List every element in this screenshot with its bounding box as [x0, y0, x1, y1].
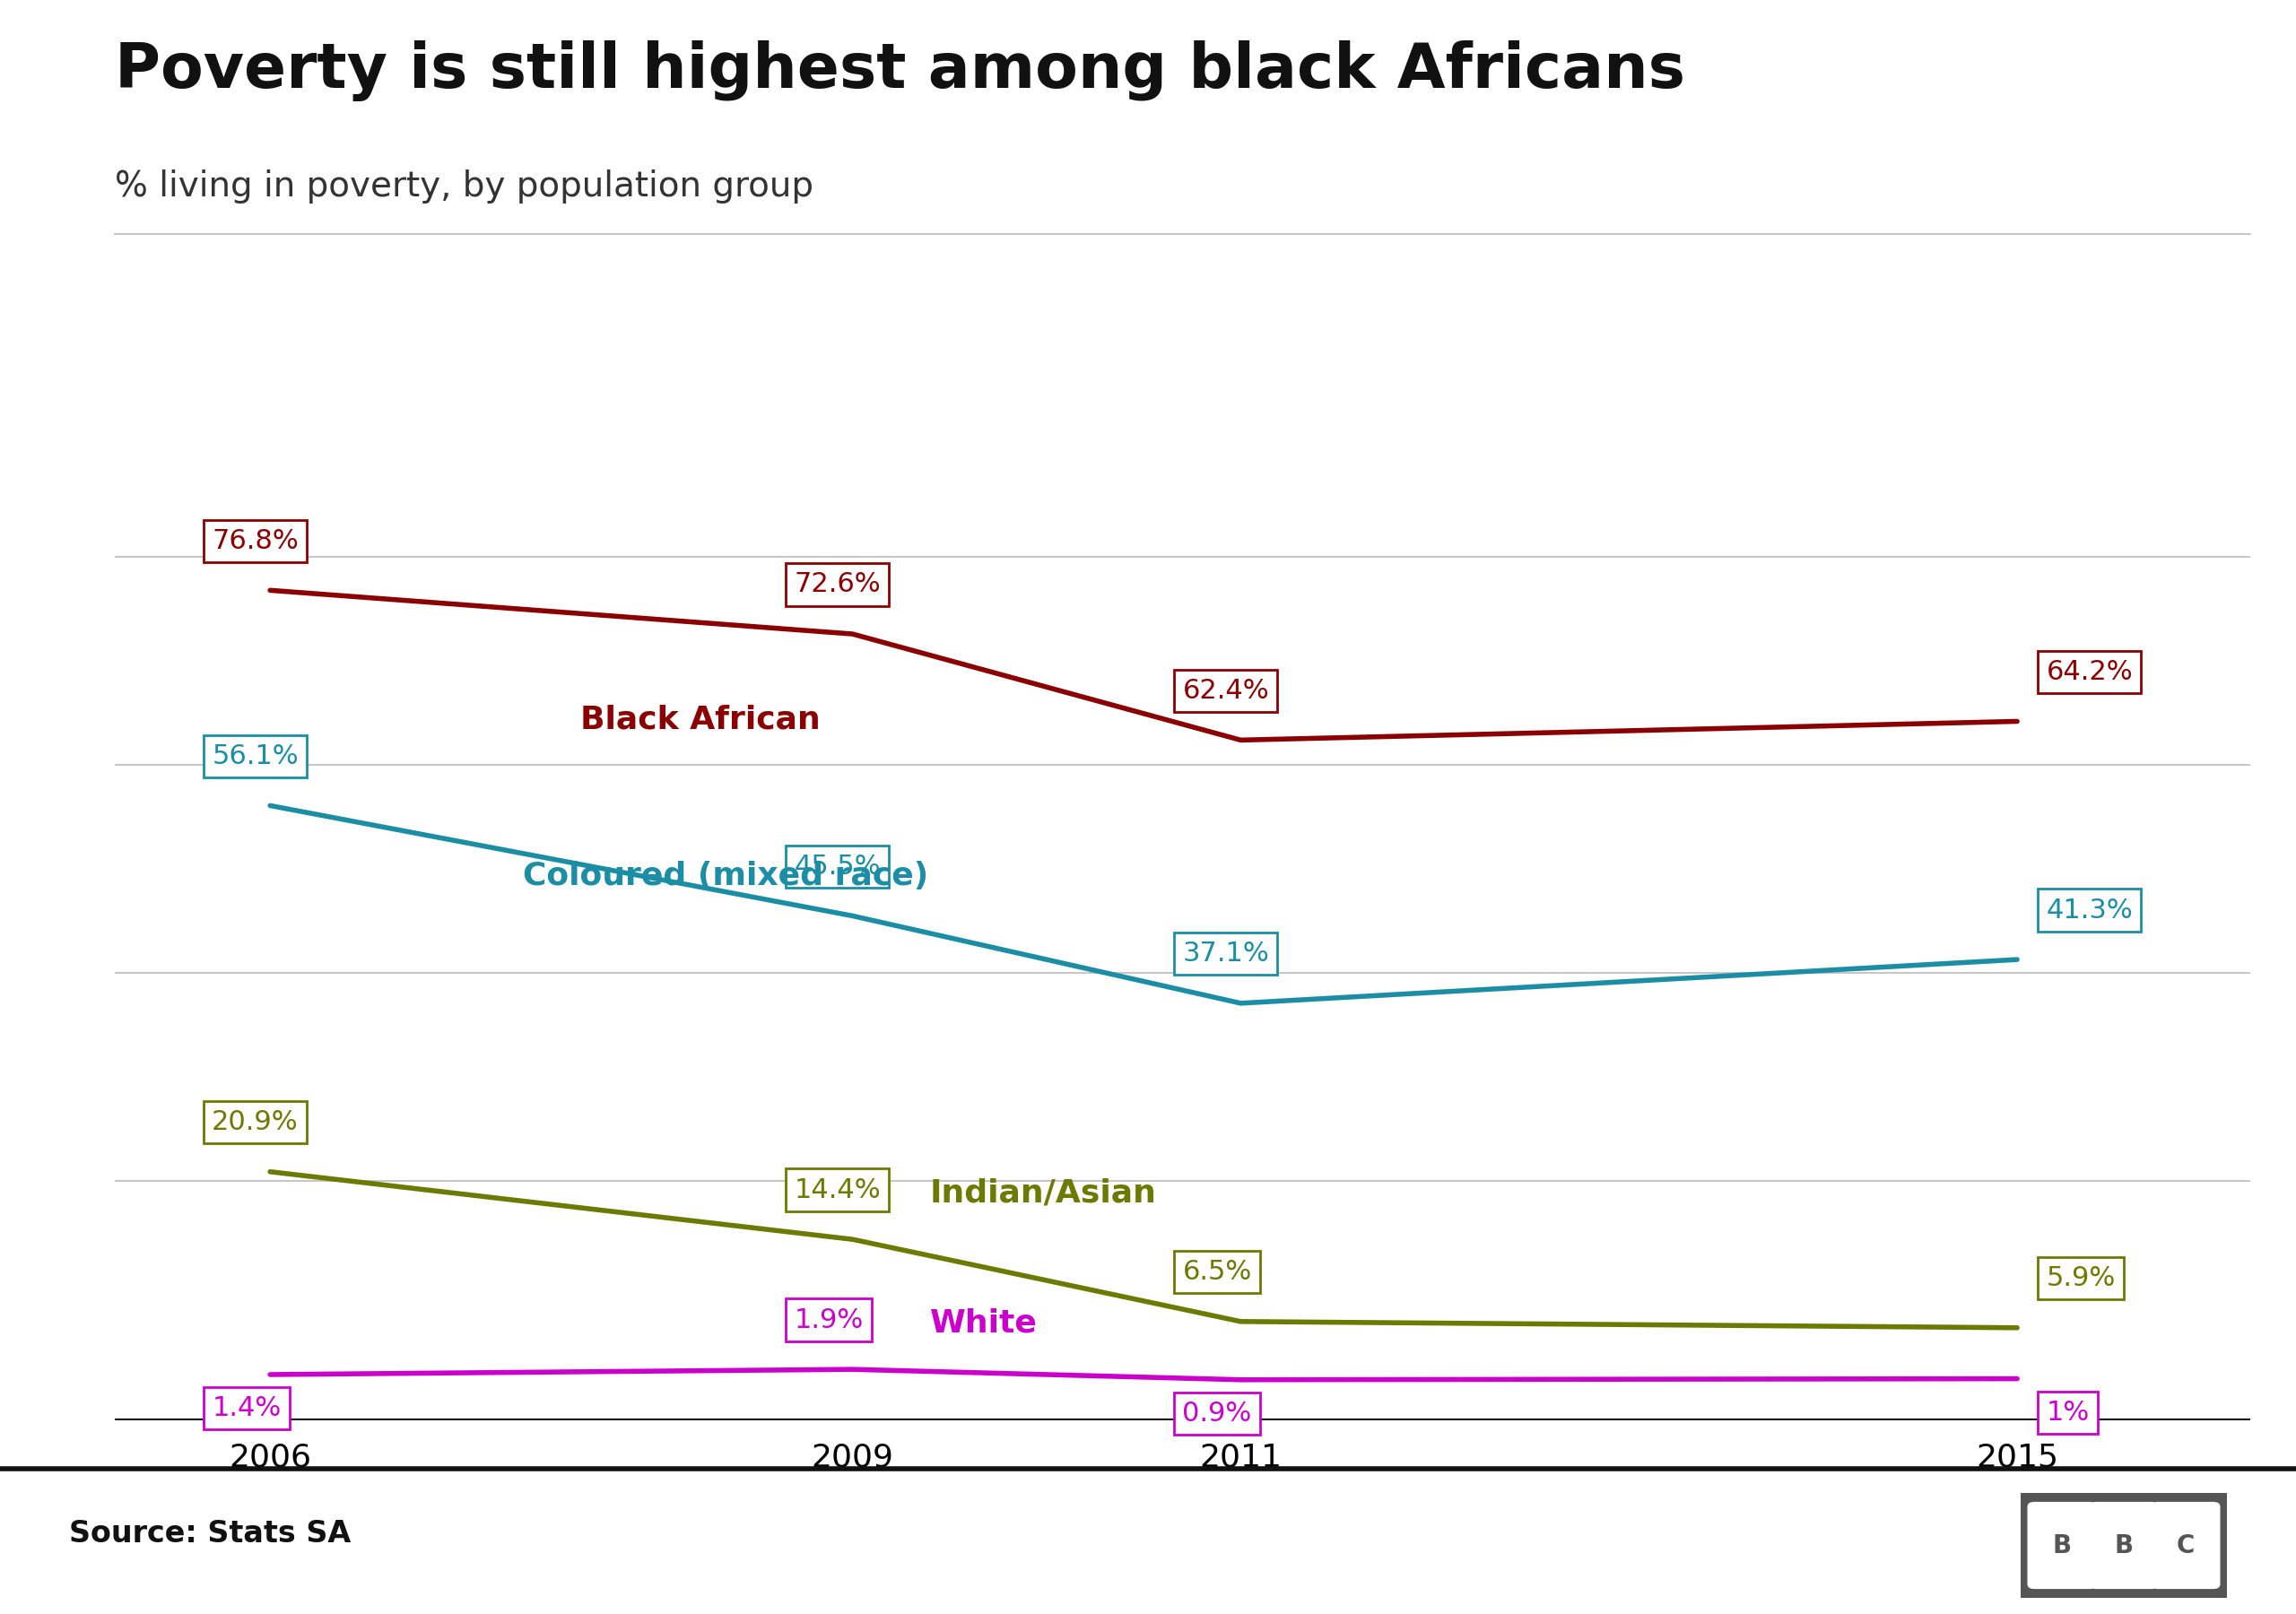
Text: 5.9%: 5.9% — [2046, 1265, 2115, 1291]
Text: Coloured (mixed race): Coloured (mixed race) — [523, 860, 928, 891]
Text: 1.9%: 1.9% — [794, 1307, 863, 1333]
Text: 1%: 1% — [2046, 1399, 2089, 1425]
Text: 56.1%: 56.1% — [211, 742, 298, 770]
Text: % living in poverty, by population group: % living in poverty, by population group — [115, 169, 813, 203]
Text: 0.9%: 0.9% — [1182, 1401, 1251, 1427]
Text: B: B — [2053, 1533, 2071, 1558]
Text: 62.4%: 62.4% — [1182, 678, 1270, 704]
Text: 1.4%: 1.4% — [211, 1396, 280, 1422]
Text: 76.8%: 76.8% — [211, 528, 298, 554]
Text: B: B — [2115, 1533, 2133, 1558]
Text: 37.1%: 37.1% — [1182, 941, 1270, 967]
Text: Poverty is still highest among black Africans: Poverty is still highest among black Afr… — [115, 40, 1685, 102]
Text: Source: Stats SA: Source: Stats SA — [69, 1519, 351, 1548]
Text: 45.5%: 45.5% — [794, 854, 882, 880]
Text: White: White — [930, 1307, 1038, 1338]
Text: 6.5%: 6.5% — [1182, 1259, 1251, 1285]
Text: 20.9%: 20.9% — [211, 1109, 298, 1135]
Text: C: C — [2177, 1533, 2195, 1558]
Text: 14.4%: 14.4% — [794, 1177, 882, 1202]
Text: 64.2%: 64.2% — [2046, 659, 2133, 684]
Text: Black African: Black African — [581, 704, 820, 734]
Text: 72.6%: 72.6% — [794, 571, 882, 597]
Text: 41.3%: 41.3% — [2046, 897, 2133, 923]
Text: Indian/Asian: Indian/Asian — [930, 1178, 1157, 1209]
